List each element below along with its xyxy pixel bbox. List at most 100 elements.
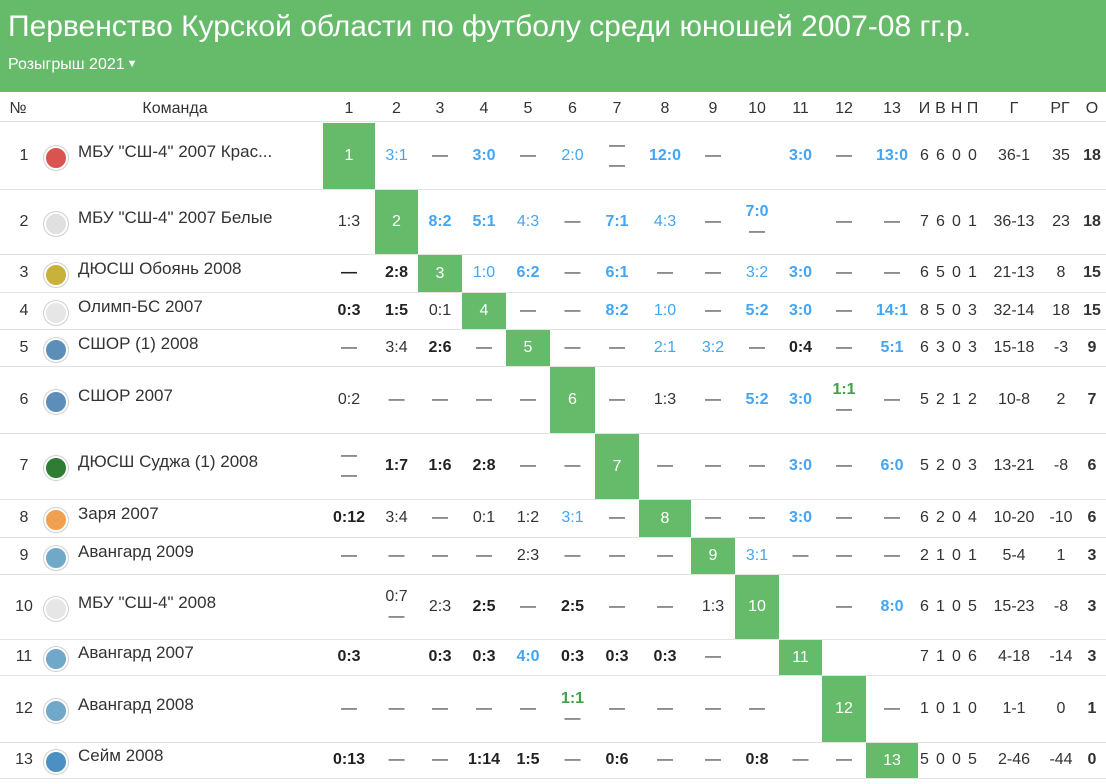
match-result[interactable]: 7:0— (745, 202, 769, 240)
match-result: — (884, 390, 900, 408)
team-name-link[interactable]: Авангард 2007 (78, 643, 194, 662)
match-result[interactable]: 3:4 (385, 509, 408, 526)
team-name-link[interactable]: СШОР (1) 2008 (78, 333, 199, 353)
team-name-link[interactable]: Авангард 2009 (78, 541, 194, 561)
row-divider (0, 329, 1106, 330)
match-result[interactable]: 3:0 (788, 301, 813, 319)
match-result[interactable]: 1:14 (467, 751, 501, 768)
match-result[interactable]: 2:5 (560, 597, 585, 615)
match-result[interactable]: 2:5 (472, 597, 496, 615)
match-result[interactable]: 4:3 (516, 212, 540, 230)
team-name-link[interactable]: МБУ "СШ-4" 2007 Белые (78, 207, 273, 227)
match-result[interactable]: 0:3 (605, 648, 629, 665)
match-result: — (836, 597, 852, 615)
match-result[interactable]: 5:2 (745, 390, 769, 408)
match-result[interactable]: 0:4 (788, 338, 813, 356)
match-result[interactable]: 12:0 (648, 146, 682, 164)
match-result[interactable]: 4:3 (653, 212, 677, 230)
match-result[interactable]: 1:3 (701, 597, 725, 615)
match-result[interactable]: 3:2 (745, 264, 769, 281)
team-name-link[interactable]: ДЮСШ Суджа (1) 2008 (78, 452, 259, 471)
team-position: 9 (19, 546, 29, 564)
match-result[interactable]: 6:0 (880, 457, 904, 474)
match-result[interactable]: 3:0 (788, 146, 813, 164)
match-result[interactable]: 2:1 (653, 338, 677, 356)
match-result[interactable]: 0:3 (472, 648, 496, 665)
match-result[interactable]: 3:0 (472, 146, 496, 164)
match-result[interactable]: 3:0 (788, 390, 813, 408)
match-result[interactable]: 5:2 (745, 301, 769, 319)
match-result[interactable]: 0:3 (337, 648, 361, 665)
match-result[interactable]: — (341, 264, 357, 281)
stat-lost: 0 (968, 146, 977, 164)
match-result[interactable]: 0:13 (332, 751, 366, 768)
stat-goal-diff: -14 (1049, 648, 1073, 665)
team-name-link[interactable]: Авангард 2008 (78, 694, 194, 714)
match-result[interactable]: 1:5 (384, 301, 409, 319)
team-name-link[interactable]: Заря 2007 (78, 504, 159, 523)
stat-played: 5 (920, 751, 929, 768)
match-result[interactable]: 0:8 (745, 751, 769, 768)
match-result[interactable]: 2:3 (428, 597, 452, 615)
match-result[interactable]: 3:2 (701, 338, 725, 356)
stat-points: 3 (1087, 597, 1097, 615)
diagonal-cell: 1 (323, 123, 375, 189)
match-result[interactable]: 1:3 (653, 390, 677, 408)
match-result[interactable]: 8:0 (880, 597, 904, 615)
match-result[interactable]: 0:1 (428, 301, 452, 319)
team-name-link[interactable]: МБУ "СШ-4" 2008 (78, 592, 217, 612)
team-name-link[interactable]: Сейм 2008 (78, 746, 164, 765)
match-result[interactable]: 5:1 (472, 212, 496, 230)
match-result[interactable]: 0:6 (605, 751, 629, 768)
match-result[interactable]: 1:2 (516, 509, 540, 526)
match-result[interactable]: 0:3 (337, 301, 361, 319)
match-result[interactable]: 2:8 (472, 457, 496, 474)
match-result[interactable]: 3:0 (788, 509, 813, 526)
match-result[interactable]: 6:2 (516, 264, 540, 281)
match-result[interactable]: 1:0 (653, 301, 677, 319)
match-result[interactable]: 8:2 (605, 301, 629, 319)
match-result: — — (341, 447, 357, 484)
match-result[interactable]: 7:1 (605, 212, 629, 230)
match-result[interactable]: 0:3 (428, 648, 452, 665)
match-result[interactable]: 2:0 (561, 146, 584, 164)
match-result[interactable]: 1:6 (428, 457, 452, 474)
match-result[interactable]: 6:1 (605, 264, 629, 281)
match-result[interactable]: 1:1— (832, 380, 856, 418)
team-name-link[interactable]: СШОР 2007 (78, 385, 173, 405)
match-result[interactable]: 2:8 (384, 264, 409, 281)
team-name-link[interactable]: МБУ "СШ-4" 2007 Крас... (78, 141, 273, 161)
match-result[interactable]: 3:0 (788, 264, 813, 281)
match-result[interactable]: 2:3 (516, 546, 540, 564)
match-result: — (884, 212, 900, 230)
match-result[interactable]: 3:1 (745, 546, 769, 564)
header-opponent-6: 6 (568, 100, 577, 117)
match-result[interactable]: 3:1 (385, 146, 408, 164)
match-result[interactable]: 1:7 (384, 457, 409, 474)
season-selector[interactable]: Розыгрыш 2021 ▼ (8, 56, 138, 74)
match-result[interactable]: 1:0 (472, 264, 496, 281)
match-result[interactable]: 0:1 (472, 509, 496, 526)
match-result[interactable]: 0:7— (385, 587, 408, 625)
match-result[interactable]: 0:3 (560, 648, 585, 665)
stat-goals: 15-18 (993, 338, 1035, 356)
match-result[interactable]: 0:12 (332, 509, 366, 526)
match-result[interactable]: 8:2 (428, 212, 452, 230)
match-result[interactable]: 0:2 (337, 390, 361, 408)
match-result[interactable]: 14:1 (875, 301, 909, 319)
team-name-link[interactable]: Олимп-БС 2007 (78, 296, 203, 316)
match-result[interactable]: 3:4 (385, 338, 408, 356)
header-opponent-4: 4 (479, 100, 489, 117)
match-result: — (749, 338, 765, 356)
match-result[interactable]: 13:0 (875, 146, 909, 164)
match-result[interactable]: 1:5 (516, 751, 540, 768)
match-result[interactable]: 0:3 (653, 648, 677, 665)
match-result[interactable]: 3:1 (561, 509, 584, 526)
match-result[interactable]: 3:0 (788, 457, 813, 474)
match-result[interactable]: 2:6 (428, 338, 452, 356)
team-name-link[interactable]: ДЮСШ Обоянь 2008 (78, 259, 242, 278)
match-result[interactable]: 4:0 (516, 648, 540, 665)
match-result[interactable]: 5:1 (880, 338, 904, 356)
match-result[interactable]: 1:3 (337, 212, 361, 230)
match-result[interactable]: 1:1— (560, 689, 585, 727)
